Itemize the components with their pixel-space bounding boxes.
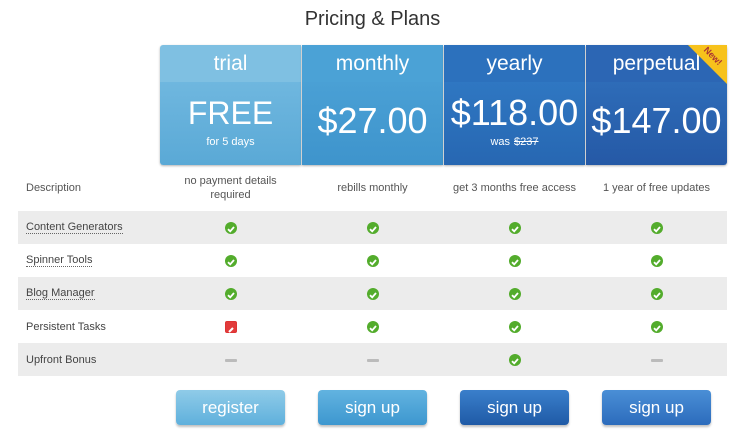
plan-was: was $237 <box>444 134 585 150</box>
check-glyph <box>368 225 377 233</box>
check-glyph <box>652 291 661 299</box>
feature-name: Upfront Bonus <box>26 353 97 366</box>
feature-name[interactable]: Spinner Tools <box>26 254 93 267</box>
check-icon <box>508 353 521 366</box>
check-glyph <box>226 291 235 299</box>
plan-header: yearly $118.00 was $237 <box>444 45 585 165</box>
check-glyph <box>652 225 661 233</box>
check-glyph <box>510 291 519 299</box>
check-glyph <box>368 324 377 332</box>
feature-name[interactable]: Blog Manager <box>26 287 95 300</box>
plan-name: monthly <box>302 45 443 82</box>
check-icon <box>366 320 379 333</box>
feature-label: Upfront Bonus <box>26 343 156 376</box>
check-icon <box>366 254 379 267</box>
plan-price-band: $118.00 was $237 <box>444 82 585 165</box>
check-icon <box>650 287 663 300</box>
dash-icon <box>224 358 237 362</box>
check-icon <box>508 320 521 333</box>
check-glyph <box>652 324 661 332</box>
check-icon <box>508 254 521 267</box>
check-icon <box>224 254 237 267</box>
check-glyph <box>368 291 377 299</box>
check-glyph <box>226 258 235 266</box>
plan-description: get 3 months free access <box>453 182 576 194</box>
plan-price-band: $147.00 <box>586 82 727 165</box>
check-icon <box>224 221 237 234</box>
plan-name: yearly <box>444 45 585 82</box>
check-glyph <box>510 324 519 332</box>
plan-description: no payment details required <box>184 175 277 201</box>
check-glyph <box>652 258 661 266</box>
plan-price: $27.00 <box>317 100 428 141</box>
plan-price-band: FREE for 5 days <box>160 82 301 165</box>
plan-header: monthly $27.00 <box>302 45 443 165</box>
check-icon <box>650 254 663 267</box>
check-icon <box>650 221 663 234</box>
plan-note: for 5 days <box>206 136 255 148</box>
check-icon <box>650 320 663 333</box>
new-badge: New! <box>688 45 727 84</box>
check-glyph <box>368 258 377 266</box>
check-glyph <box>226 225 235 233</box>
check-icon <box>508 221 521 234</box>
plan-button[interactable]: sign up <box>602 390 711 425</box>
plan-description: 1 year of free updates <box>602 182 710 194</box>
check-glyph <box>510 225 519 233</box>
check-icon <box>508 287 521 300</box>
cross-glyph <box>227 326 234 333</box>
plan-button[interactable]: sign up <box>318 390 427 425</box>
dash-icon <box>366 358 379 362</box>
check-glyph <box>510 357 519 365</box>
feature-label: Content Generators <box>26 211 156 244</box>
check-glyph <box>510 258 519 266</box>
was-price: $237 <box>514 136 539 148</box>
feature-name[interactable]: Content Generators <box>26 221 123 234</box>
plan-price: $118.00 <box>450 92 579 133</box>
cross-icon <box>224 320 237 333</box>
plan-price-band: $27.00 <box>302 82 443 165</box>
check-icon <box>366 287 379 300</box>
plan-button[interactable]: sign up <box>460 390 569 425</box>
description-label: Description <box>26 182 82 194</box>
check-icon <box>224 287 237 300</box>
was-label: was <box>490 136 511 148</box>
feature-name: Persistent Tasks <box>26 320 106 333</box>
page-title: Pricing & Plans <box>304 7 441 30</box>
plan-button[interactable]: register <box>176 390 285 425</box>
dash-icon <box>650 358 663 362</box>
plan-name: trial <box>160 45 301 82</box>
check-icon <box>366 221 379 234</box>
plan-header: trial FREE for 5 days <box>160 45 301 165</box>
feature-label: Spinner Tools <box>26 244 156 277</box>
plan-price: $147.00 <box>591 100 722 141</box>
feature-label: Blog Manager <box>26 277 156 310</box>
feature-label: Persistent Tasks <box>26 310 156 343</box>
plan-description: rebills monthly <box>337 182 408 194</box>
plan-price: FREE <box>187 94 274 131</box>
